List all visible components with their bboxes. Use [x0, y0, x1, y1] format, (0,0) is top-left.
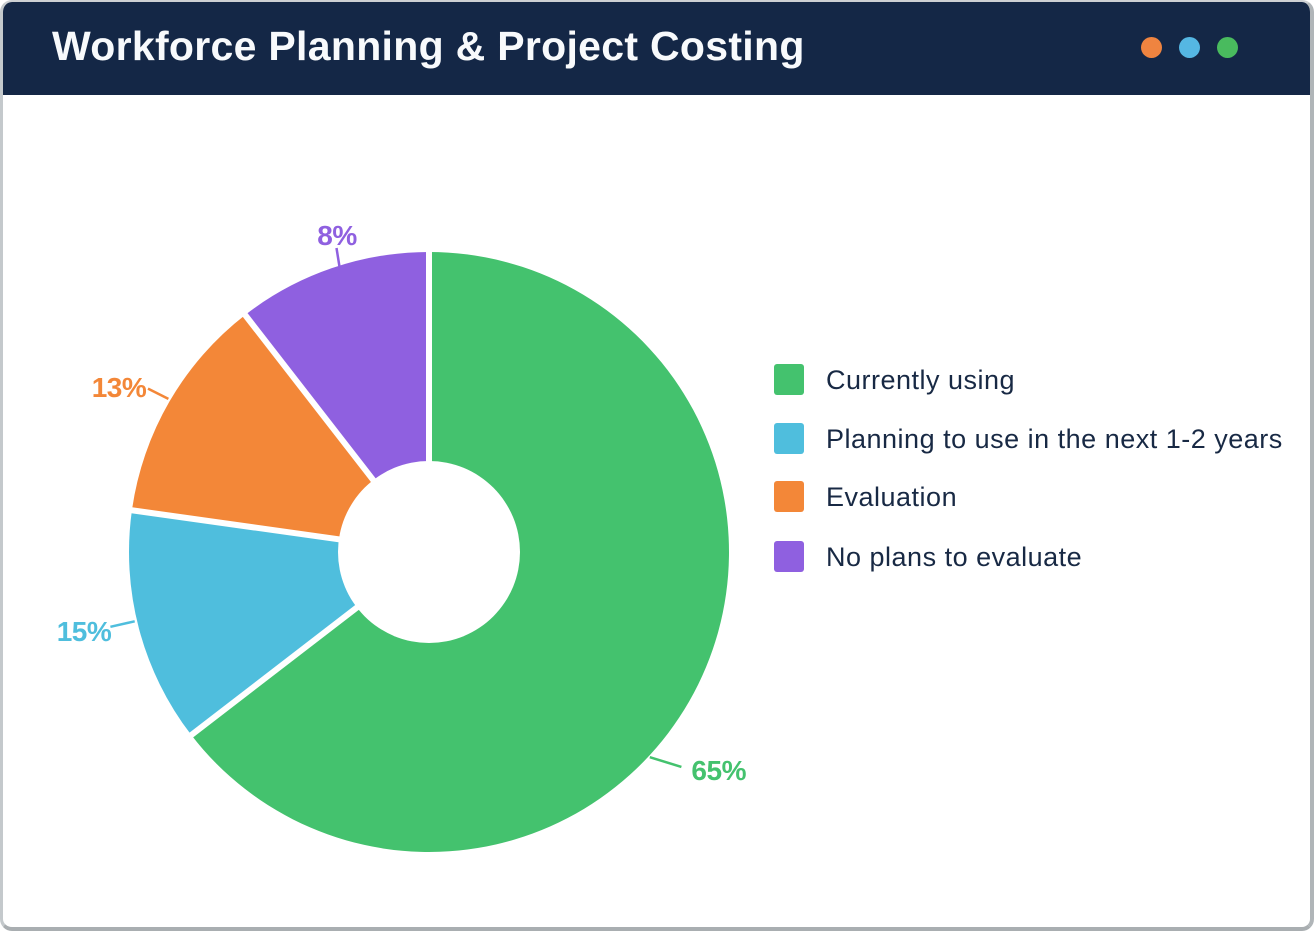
svg-text:13%: 13%: [92, 372, 147, 403]
svg-text:8%: 8%: [317, 220, 357, 251]
svg-text:65%: 65%: [691, 755, 746, 786]
svg-text:15%: 15%: [57, 616, 112, 647]
